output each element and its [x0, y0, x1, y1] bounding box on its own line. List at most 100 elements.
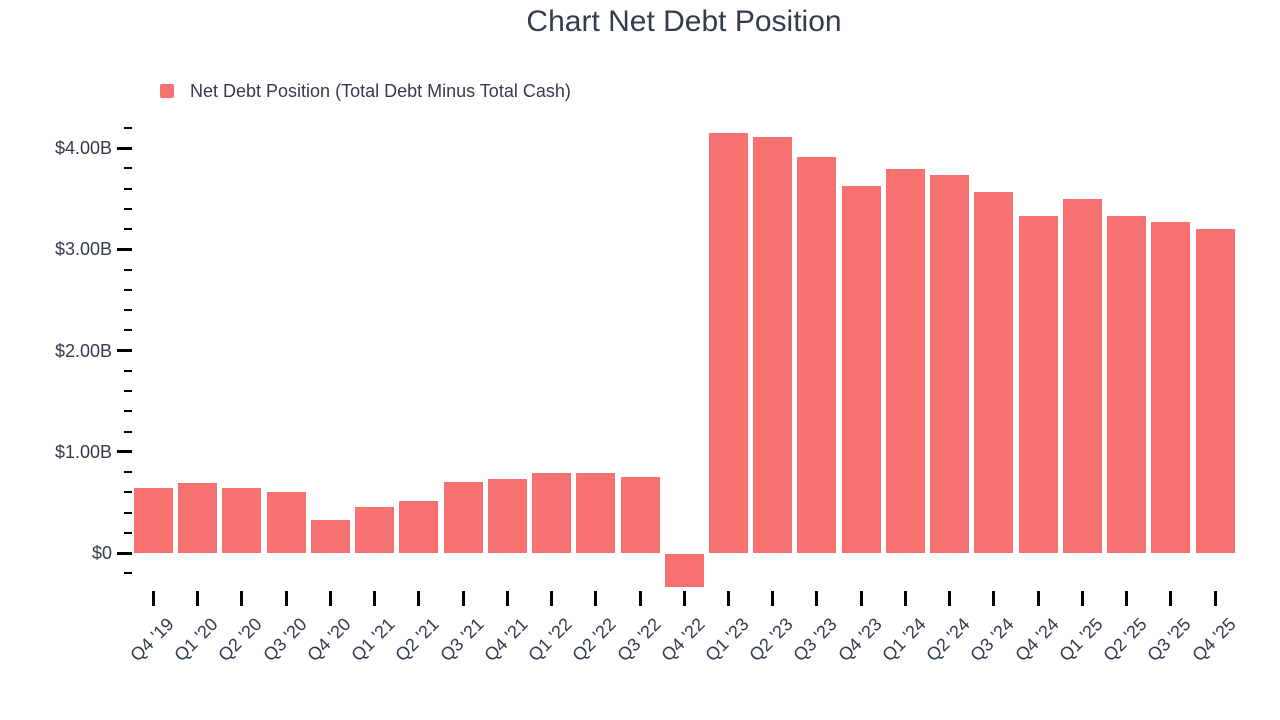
y-minor-tick [124, 228, 132, 230]
bar-q2-21[interactable] [399, 501, 439, 553]
y-minor-tick [124, 390, 132, 392]
x-tick [1213, 591, 1217, 606]
x-tick-label: Q2 '20 [214, 614, 267, 666]
y-minor-tick [124, 167, 132, 170]
x-tick-label: Q1 '22 [524, 614, 576, 666]
bar-q4-24[interactable] [1018, 215, 1058, 553]
bar-q2-22[interactable] [576, 473, 616, 553]
y-minor-tick [124, 511, 132, 514]
bar-q1-23[interactable] [708, 132, 748, 553]
y-major-tick [117, 551, 132, 555]
x-tick-label: Q3 '25 [1143, 614, 1195, 666]
y-minor-tick [124, 491, 132, 494]
bar-q2-24[interactable] [930, 175, 970, 553]
bar-q1-20[interactable] [178, 483, 218, 553]
y-minor-tick [124, 268, 132, 271]
x-tick-label: Q2 '21 [391, 614, 444, 666]
y-tick-label: $1.00B [54, 441, 112, 462]
x-tick [726, 591, 730, 606]
x-tick [638, 591, 642, 606]
y-tick-label: $3.00B [54, 239, 112, 260]
bar-q1-24[interactable] [885, 169, 925, 553]
x-tick-label: Q3 '22 [612, 614, 665, 666]
x-tick [550, 591, 554, 606]
x-tick-label: Q2 '23 [745, 614, 797, 666]
x-tick [1169, 591, 1173, 606]
x-tick-label: Q4 '24 [1010, 614, 1063, 666]
y-major-tick [117, 349, 132, 352]
x-tick-label: Q4 '20 [303, 614, 355, 666]
bar-q3-21[interactable] [443, 482, 483, 553]
bar-q4-22[interactable] [664, 554, 704, 588]
y-minor-tick [124, 430, 132, 433]
x-tick-label: Q3 '21 [436, 614, 488, 666]
x-tick [771, 591, 775, 606]
y-minor-tick [124, 288, 132, 291]
x-tick-label: Q3 '20 [259, 614, 311, 666]
bar-q4-25[interactable] [1195, 229, 1235, 553]
bar-q3-23[interactable] [797, 157, 837, 553]
bar-q1-25[interactable] [1062, 198, 1102, 553]
x-tick [1036, 591, 1040, 606]
x-tick-label: Q1 '21 [347, 614, 399, 666]
x-tick-label: Q1 '20 [170, 614, 222, 666]
x-tick-label: Q1 '23 [701, 614, 753, 666]
bar-q2-20[interactable] [222, 488, 262, 553]
chart-title: Chart Net Debt Position [526, 5, 842, 38]
x-tick [1080, 591, 1084, 606]
y-major-tick [117, 247, 132, 251]
y-tick-label: $0 [91, 543, 112, 563]
x-tick-label: Q1 '24 [878, 614, 930, 666]
legend-marker-icon [160, 84, 174, 98]
bar-q1-22[interactable] [532, 473, 572, 553]
bar-q4-23[interactable] [841, 186, 881, 553]
x-tick-label: Q3 '24 [966, 614, 1019, 666]
x-tick [417, 591, 421, 606]
x-tick [240, 591, 244, 606]
y-minor-tick [124, 187, 132, 190]
y-tick-label: $2.00B [54, 340, 112, 361]
bar-q3-25[interactable] [1151, 221, 1191, 553]
legend: Net Debt Position (Total Debt Minus Tota… [160, 81, 571, 101]
bar-q4-20[interactable] [310, 519, 350, 553]
x-tick-label: Q4 '21 [480, 614, 532, 666]
x-tick-label: Q4 '25 [1187, 614, 1240, 666]
x-tick-label: Q2 '22 [568, 614, 620, 666]
x-tick [992, 591, 996, 606]
legend-label: Net Debt Position (Total Debt Minus Tota… [190, 81, 571, 101]
y-minor-tick [124, 471, 132, 473]
y-minor-tick [124, 309, 132, 311]
y-minor-tick [124, 531, 132, 534]
bar-q3-22[interactable] [620, 477, 660, 553]
bar-q1-21[interactable] [355, 507, 395, 553]
x-tick [505, 591, 509, 606]
x-tick-label: Q2 '25 [1099, 614, 1151, 666]
y-tick-label: $4.00B [54, 138, 112, 158]
x-tick [284, 591, 288, 606]
bar-q3-24[interactable] [974, 191, 1014, 553]
x-tick [328, 591, 332, 606]
bar-q4-21[interactable] [487, 479, 527, 553]
x-tick [373, 591, 377, 606]
y-major-tick [117, 146, 132, 150]
bar-q2-23[interactable] [753, 136, 793, 553]
x-tick [196, 591, 200, 606]
x-tick [948, 591, 952, 606]
x-tick [594, 591, 598, 606]
bar-q4-19[interactable] [134, 488, 173, 553]
x-tick-label: Q2 '24 [922, 614, 974, 666]
x-tick [903, 591, 907, 606]
x-tick [1125, 591, 1129, 606]
y-minor-tick [124, 369, 132, 372]
y-minor-tick [124, 329, 132, 332]
x-tick [682, 591, 686, 606]
y-major-tick [117, 450, 132, 454]
bar-q3-20[interactable] [266, 492, 306, 553]
y-minor-tick [124, 572, 132, 575]
x-tick [152, 591, 155, 606]
bar-q2-25[interactable] [1107, 215, 1147, 553]
x-tick-label: Q1 '25 [1055, 614, 1107, 666]
x-tick-label: Q4 '22 [657, 614, 709, 666]
